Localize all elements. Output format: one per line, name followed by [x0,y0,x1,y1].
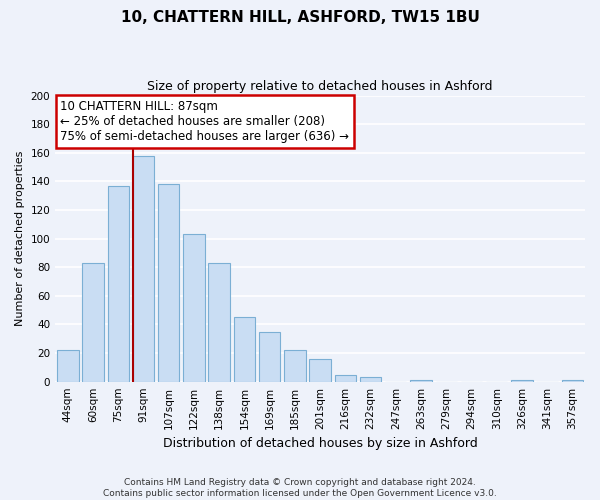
Title: Size of property relative to detached houses in Ashford: Size of property relative to detached ho… [148,80,493,93]
Y-axis label: Number of detached properties: Number of detached properties [15,151,25,326]
Bar [107,186,129,382]
Bar [133,156,154,382]
Bar [259,332,280,382]
Bar [158,184,179,382]
Bar [310,359,331,382]
Bar [360,378,381,382]
Bar [183,234,205,382]
Bar [562,380,583,382]
Bar [335,374,356,382]
Bar [284,350,305,382]
Bar [208,263,230,382]
X-axis label: Distribution of detached houses by size in Ashford: Distribution of detached houses by size … [163,437,478,450]
Bar [410,380,432,382]
Bar [82,263,104,382]
Text: 10 CHATTERN HILL: 87sqm
← 25% of detached houses are smaller (208)
75% of semi-d: 10 CHATTERN HILL: 87sqm ← 25% of detache… [61,100,349,143]
Bar [511,380,533,382]
Text: 10, CHATTERN HILL, ASHFORD, TW15 1BU: 10, CHATTERN HILL, ASHFORD, TW15 1BU [121,10,479,25]
Text: Contains HM Land Registry data © Crown copyright and database right 2024.
Contai: Contains HM Land Registry data © Crown c… [103,478,497,498]
Bar [233,318,255,382]
Bar [57,350,79,382]
